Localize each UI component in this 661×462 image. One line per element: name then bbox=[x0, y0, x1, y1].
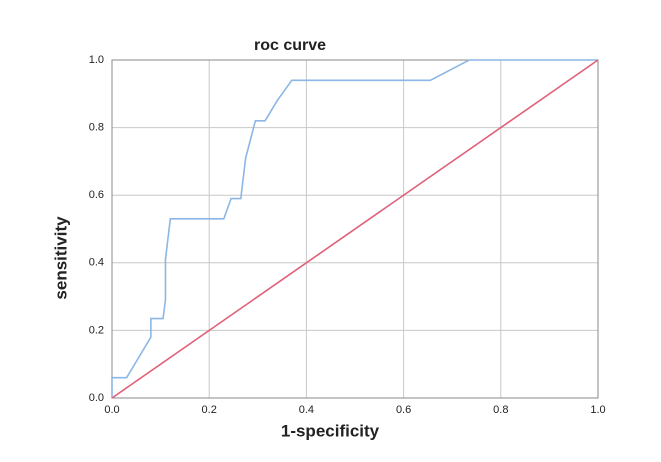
x-tick-label: 0.8 bbox=[493, 404, 508, 416]
series-line bbox=[111, 59, 599, 399]
y-tick-label: 1.0 bbox=[89, 54, 104, 66]
plot-frame bbox=[111, 59, 599, 399]
y-tick-label: 0.0 bbox=[89, 392, 104, 404]
x-axis-label: 1-specificity bbox=[281, 421, 380, 440]
x-tick-label: 0.4 bbox=[299, 404, 314, 416]
chart-title: roc curve bbox=[254, 37, 326, 54]
y-tick-label: 0.4 bbox=[89, 257, 104, 269]
series-line bbox=[111, 59, 598, 398]
y-tick-label: 0.6 bbox=[89, 189, 104, 201]
y-axis-label: sensitivity bbox=[51, 216, 70, 300]
x-tick-label: 1.0 bbox=[590, 404, 605, 416]
y-tick-label: 0.2 bbox=[89, 324, 104, 336]
x-tick-label: 0.6 bbox=[396, 404, 411, 416]
x-tick-label: 0.0 bbox=[104, 404, 119, 416]
x-tick-label: 0.2 bbox=[202, 404, 217, 416]
y-tick-label: 0.8 bbox=[89, 122, 104, 134]
